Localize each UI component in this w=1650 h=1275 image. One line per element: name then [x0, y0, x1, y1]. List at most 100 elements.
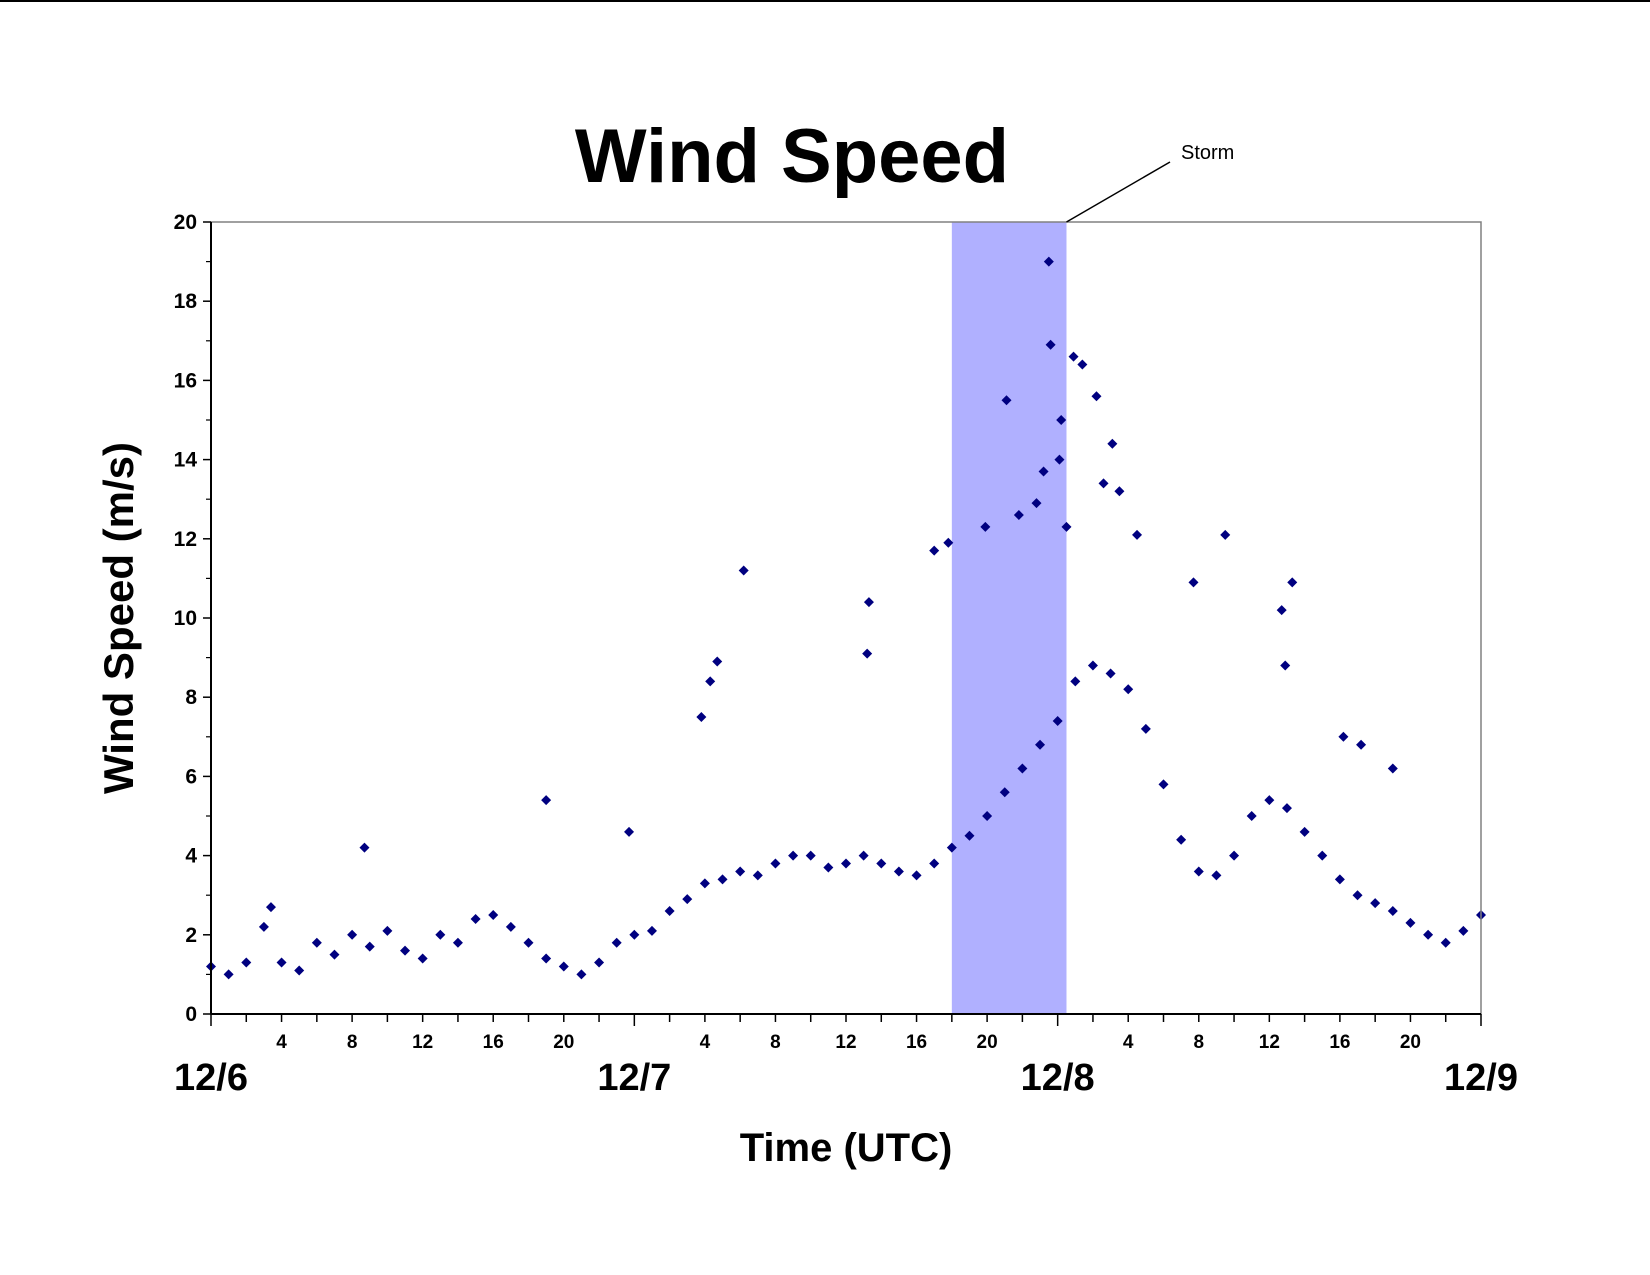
data-point [788, 850, 799, 861]
data-point [1038, 466, 1049, 477]
y-tick-label: 18 [174, 290, 198, 313]
data-point [1087, 660, 1098, 671]
data-point [1356, 739, 1367, 750]
y-tick-label: 12 [174, 528, 197, 551]
data-point [1061, 521, 1072, 532]
data-point [1276, 605, 1287, 616]
data-point [1123, 684, 1134, 695]
data-point [943, 537, 954, 548]
y-tick-label: 6 [185, 765, 197, 788]
plot-frame [210, 221, 1482, 1015]
data-point [696, 712, 707, 722]
data-point [1246, 811, 1257, 821]
data-point [1068, 351, 1079, 362]
day-tick-label: 12/7 [597, 1057, 671, 1099]
data-point [359, 842, 370, 853]
data-point [435, 929, 446, 940]
data-point [417, 953, 428, 964]
data-point [805, 850, 816, 861]
data-point [594, 957, 605, 968]
data-point [682, 894, 693, 905]
data-point [1031, 498, 1042, 509]
data-point [929, 545, 940, 556]
data-point [770, 858, 781, 869]
data-point [470, 913, 481, 924]
hour-tick-label: 12 [1259, 1032, 1280, 1053]
data-point [982, 811, 993, 821]
data-point [1045, 339, 1056, 350]
data-point [241, 957, 252, 968]
data-point [523, 937, 534, 948]
data-point [276, 957, 287, 968]
data-point [863, 597, 874, 608]
data-point [929, 858, 940, 869]
hour-tick-label: 12 [835, 1032, 856, 1053]
hour-tick-label: 4 [700, 1032, 711, 1053]
data-point [1043, 256, 1054, 267]
storm-annotation: Storm [1181, 142, 1234, 164]
data-point [1281, 803, 1292, 814]
data-point [1176, 834, 1187, 845]
data-point [1114, 486, 1125, 497]
data-point [717, 874, 728, 885]
hour-tick-label: 20 [1400, 1032, 1421, 1053]
hour-tick-label: 4 [276, 1032, 287, 1053]
data-points [206, 256, 1486, 980]
data-point [1440, 937, 1451, 948]
hour-tick-label: 4 [1123, 1032, 1134, 1053]
data-point [1188, 577, 1199, 588]
data-point [876, 858, 887, 869]
data-point [1387, 906, 1398, 917]
y-tick-label: 2 [185, 924, 197, 947]
y-tick-label: 14 [174, 449, 198, 472]
data-point [1077, 359, 1088, 370]
data-point [1054, 454, 1065, 465]
data-point [752, 870, 763, 881]
data-point [1193, 866, 1204, 877]
data-point [1405, 917, 1416, 928]
day-tick-label: 12/6 [174, 1057, 248, 1099]
data-point [294, 965, 305, 976]
data-point [841, 858, 851, 869]
data-point [223, 969, 234, 980]
x-axis-label: Time (UTC) [740, 1126, 953, 1170]
hour-tick-label: 8 [347, 1032, 358, 1053]
data-point [1317, 850, 1328, 861]
hour-tick-label: 8 [770, 1032, 781, 1053]
y-tick-label: 10 [174, 607, 197, 630]
data-point [705, 676, 716, 687]
hour-tick-label: 16 [483, 1032, 504, 1053]
data-point [452, 937, 463, 948]
data-point [505, 921, 516, 932]
data-point [488, 910, 499, 920]
data-point [738, 565, 749, 576]
y-axis-label: Wind Speed (m/s) [95, 442, 142, 794]
y-tick-label: 16 [174, 369, 197, 392]
data-point [999, 787, 1010, 798]
hour-tick-label: 16 [1329, 1032, 1350, 1053]
data-point [980, 521, 991, 532]
storm-band [951, 222, 1067, 1014]
data-point [1056, 415, 1067, 425]
data-point [858, 850, 869, 861]
data-point [541, 795, 552, 806]
data-point [1299, 826, 1310, 837]
data-point [364, 941, 375, 952]
data-point [1158, 779, 1169, 790]
data-point [1229, 850, 1240, 861]
day-tick-label: 12/8 [1021, 1057, 1095, 1099]
data-point [1458, 925, 1469, 936]
y-axis-ticks: 0 2 4 6 8 10 12 14 16 18 20 [174, 211, 211, 1026]
data-point [1387, 763, 1398, 774]
plot-area [206, 221, 1486, 1015]
hour-tick-label: 8 [1193, 1032, 1204, 1053]
data-point [1334, 874, 1345, 885]
data-point [611, 937, 622, 948]
day-tick-label: 12/9 [1444, 1057, 1518, 1099]
data-point [862, 648, 873, 659]
data-point [911, 870, 922, 881]
data-point [1287, 577, 1298, 588]
hour-tick-label: 20 [553, 1032, 574, 1053]
hour-tick-label: 12 [412, 1032, 433, 1053]
